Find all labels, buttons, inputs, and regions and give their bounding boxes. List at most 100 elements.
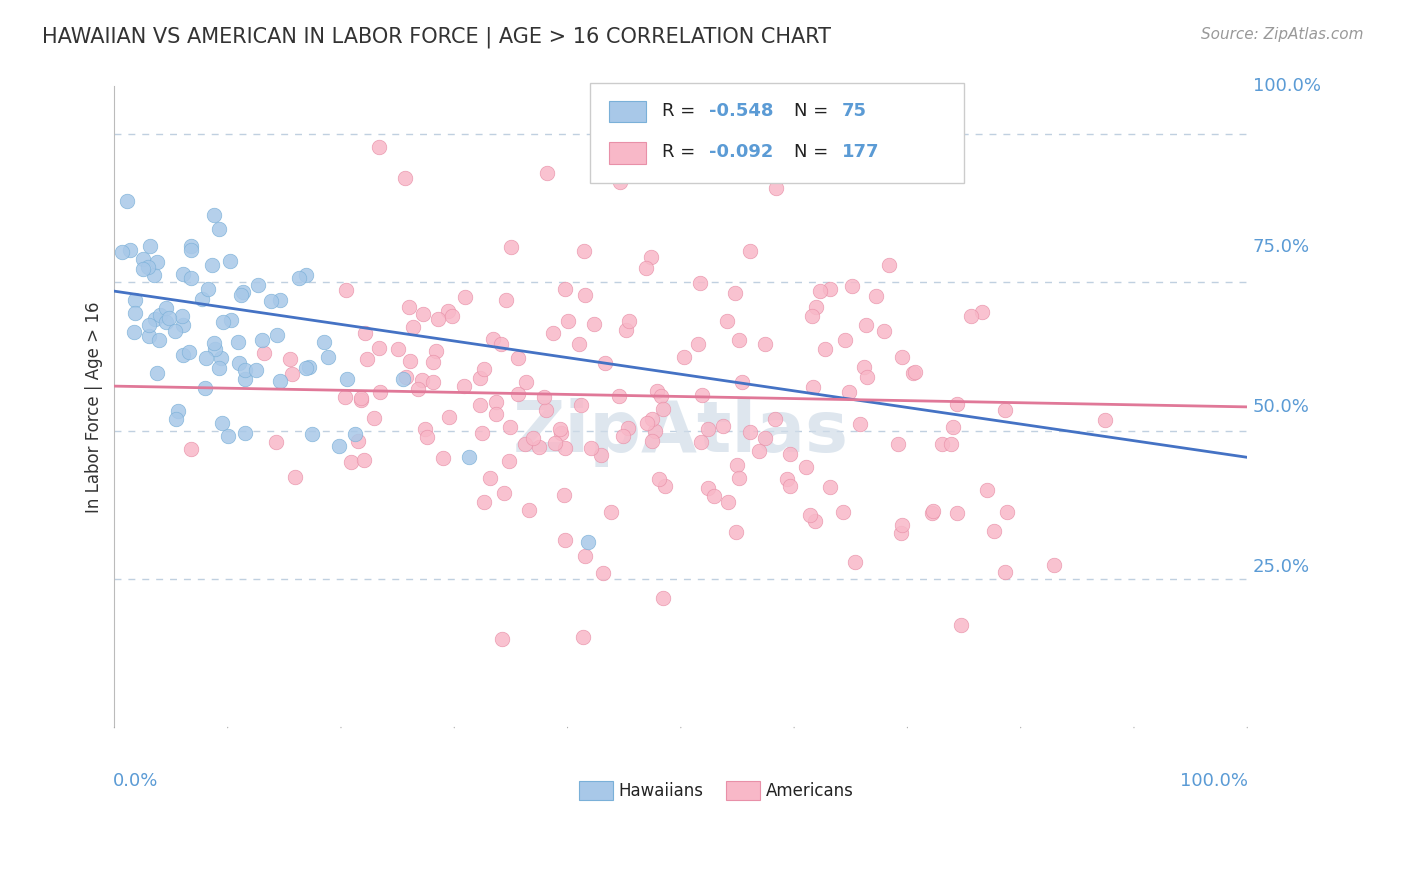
Point xyxy=(191,292,214,306)
Point xyxy=(848,417,870,432)
Y-axis label: In Labor Force | Age > 16: In Labor Force | Age > 16 xyxy=(86,301,103,513)
Point xyxy=(841,279,863,293)
Point xyxy=(799,508,821,523)
Point xyxy=(398,354,420,368)
Point xyxy=(801,309,824,323)
Point xyxy=(165,324,187,338)
Point xyxy=(281,368,304,382)
Point xyxy=(422,355,444,369)
Point xyxy=(634,260,657,275)
Point xyxy=(252,334,274,348)
Point xyxy=(536,166,558,180)
Point xyxy=(960,309,983,323)
Point xyxy=(208,360,231,375)
Point xyxy=(157,311,180,326)
Point xyxy=(554,283,576,297)
Bar xyxy=(609,142,645,164)
Point xyxy=(269,374,291,388)
Point xyxy=(529,441,551,455)
Point xyxy=(387,343,409,357)
Point xyxy=(612,429,634,443)
Point xyxy=(738,244,761,259)
Text: R =: R = xyxy=(662,102,700,120)
Point xyxy=(901,367,924,381)
Point xyxy=(754,337,776,351)
Point xyxy=(340,455,363,469)
Point xyxy=(921,506,943,520)
Point xyxy=(294,268,316,283)
Point xyxy=(180,243,202,257)
Point xyxy=(392,371,415,385)
Text: ZipAtlas: ZipAtlas xyxy=(513,398,849,467)
Point xyxy=(368,384,391,399)
Point xyxy=(641,412,664,426)
Point xyxy=(139,238,162,252)
Point xyxy=(472,495,495,509)
Text: N =: N = xyxy=(794,102,834,120)
Point xyxy=(879,259,901,273)
Point xyxy=(412,307,434,321)
Point xyxy=(776,472,799,486)
Point xyxy=(217,429,239,443)
Point xyxy=(298,359,321,374)
Point xyxy=(336,372,359,386)
Point xyxy=(179,345,201,359)
Point xyxy=(142,268,165,282)
Point xyxy=(765,180,787,194)
Point xyxy=(571,630,593,644)
Point xyxy=(228,356,250,370)
Point xyxy=(260,294,283,309)
Point xyxy=(724,286,747,301)
Point xyxy=(517,503,540,517)
Point xyxy=(489,337,512,351)
Point xyxy=(994,565,1017,579)
Point xyxy=(686,337,709,351)
Point xyxy=(219,253,242,268)
Point xyxy=(533,390,555,404)
Point xyxy=(536,403,558,417)
Point xyxy=(939,437,962,451)
Point xyxy=(413,422,436,436)
Point xyxy=(717,495,740,509)
Point xyxy=(120,244,142,258)
Point xyxy=(779,479,801,493)
Point xyxy=(592,566,614,580)
Point xyxy=(180,238,202,252)
Point xyxy=(202,336,225,351)
Point xyxy=(550,426,572,441)
Point xyxy=(689,277,711,291)
Point xyxy=(416,429,439,443)
Point xyxy=(703,489,725,503)
Point xyxy=(607,388,630,402)
Point xyxy=(122,325,145,339)
Point xyxy=(576,534,599,549)
Point xyxy=(904,365,927,379)
Point xyxy=(711,419,734,434)
Point xyxy=(350,393,373,408)
Point xyxy=(581,441,603,455)
Point xyxy=(696,481,718,495)
Point xyxy=(855,370,877,384)
Bar xyxy=(579,781,613,800)
Point xyxy=(818,480,841,494)
Text: HAWAIIAN VS AMERICAN IN LABOR FORCE | AGE > 16 CORRELATION CHART: HAWAIIAN VS AMERICAN IN LABOR FORCE | AG… xyxy=(42,27,831,48)
Point xyxy=(515,376,537,390)
Point xyxy=(801,380,824,394)
Point xyxy=(457,450,479,464)
Point xyxy=(269,293,291,307)
Point xyxy=(335,283,357,297)
Point xyxy=(814,342,837,356)
Point xyxy=(350,392,373,406)
Point xyxy=(891,518,914,533)
Point xyxy=(201,258,224,272)
Point xyxy=(725,525,748,540)
Point xyxy=(647,384,669,399)
Point xyxy=(1043,558,1066,572)
Point xyxy=(180,442,202,456)
Point xyxy=(697,422,720,436)
Point xyxy=(353,453,375,467)
Point xyxy=(568,337,591,351)
Point xyxy=(725,458,748,473)
Point xyxy=(479,471,502,485)
Point xyxy=(356,351,378,366)
